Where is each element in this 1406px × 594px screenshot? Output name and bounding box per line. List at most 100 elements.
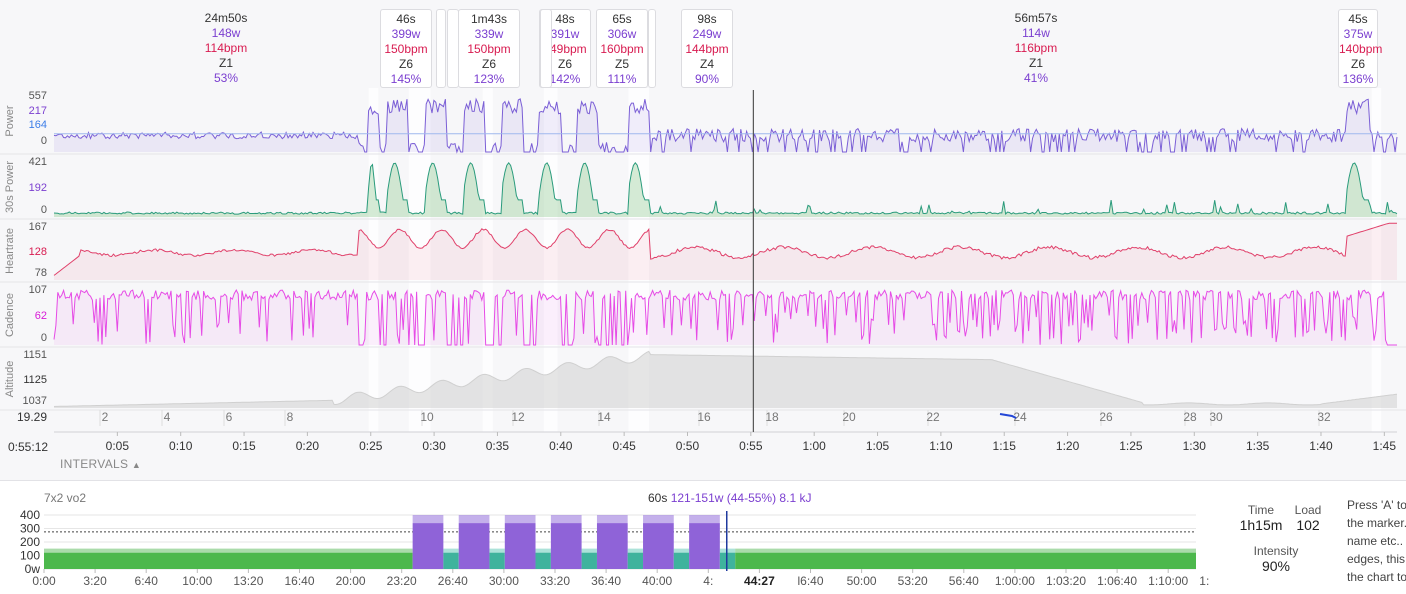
- distance-tick-label: 24: [1013, 410, 1027, 424]
- interval-watts: 339w: [474, 27, 504, 41]
- distance-tick-label: 32: [1317, 410, 1331, 424]
- workout-x-label: 3:20: [83, 574, 107, 588]
- workout-segment[interactable]: [489, 552, 505, 569]
- interval-summary[interactable]: 65s 306w 160bpm Z5 111%: [596, 9, 648, 88]
- track-hr[interactable]: Heartrate 167 128 78: [0, 221, 1406, 283]
- interval-marker[interactable]: [447, 9, 459, 88]
- time-axis: 0:05 0:10 0:15 0:20 0:25 0:30 0:35 0:40 0:45 0:50…: [54, 431, 1397, 453]
- time-tick-label: 0:45: [612, 439, 636, 453]
- intervals-toggle-button[interactable]: INTERVALS ▲: [60, 457, 141, 471]
- time-tick-label: 1:00: [803, 439, 827, 453]
- distance-tick-label: 22: [926, 410, 940, 424]
- workout-segment[interactable]: [550, 523, 582, 569]
- workout-segment-range[interactable]: [44, 548, 413, 553]
- time-tick-label: 0:40: [549, 439, 573, 453]
- interval-summary[interactable]: 45s 375w 140bpm Z6 136%: [1338, 9, 1382, 88]
- distance-tick-label: 12: [511, 410, 525, 424]
- workout-segment[interactable]: [443, 552, 459, 569]
- workout-segment[interactable]: [689, 523, 720, 569]
- interval-watts: 249w: [692, 27, 722, 41]
- workout-y-label: 0w: [25, 562, 41, 576]
- load-value: 102: [1296, 517, 1320, 533]
- activity-chart-panel[interactable]: 24m50s 148w 114bpm Z1 53% 46s 399w 150bpm Z6 145%…: [0, 0, 1406, 480]
- interval-highlight-band[interactable]: [543, 88, 558, 432]
- track-area: [54, 351, 1397, 408]
- workout-segment-range[interactable]: [719, 548, 736, 553]
- workout-segment[interactable]: [673, 552, 690, 569]
- workout-segment-range[interactable]: [458, 515, 490, 524]
- interval-summary[interactable]: 46s 399w 150bpm Z6 145%: [380, 9, 432, 88]
- interval-marker[interactable]: [436, 9, 446, 88]
- track-tick-label: 128: [29, 246, 47, 258]
- workout-segment[interactable]: [535, 552, 551, 569]
- interval-highlight-band[interactable]: [408, 88, 431, 432]
- step-duration: 60s: [648, 491, 668, 505]
- workout-segment[interactable]: [596, 523, 628, 569]
- interval-highlight-band[interactable]: [628, 88, 650, 432]
- track-altitude[interactable]: Altitude 1151 1125 1037: [0, 349, 1406, 411]
- workout-y-label: 100: [20, 549, 40, 563]
- workout-segment-range[interactable]: [581, 548, 597, 553]
- workout-x-label: 40:00: [642, 574, 672, 588]
- workout-segment[interactable]: [627, 552, 644, 569]
- workout-x-label: 23:20: [387, 574, 417, 588]
- interval-bpm: 160bpm: [600, 42, 644, 56]
- track-tick-label: 107: [29, 284, 47, 296]
- interval-summary[interactable]: 98s 249w 144bpm Z4 90%: [681, 9, 733, 88]
- workout-segment[interactable]: [643, 523, 674, 569]
- track-area: [54, 162, 1397, 217]
- interval-marker[interactable]: [540, 9, 552, 88]
- interval-marker[interactable]: [648, 9, 656, 88]
- interval-pct: 53%: [213, 71, 239, 85]
- workout-segment-range[interactable]: [673, 548, 690, 553]
- route-marker: [999, 413, 1017, 419]
- interval-highlight-band[interactable]: [482, 88, 493, 432]
- interval-pct: 111%: [607, 72, 637, 86]
- interval-summary[interactable]: 1m43s 339w 150bpm Z6 123%: [458, 9, 520, 88]
- time-tick-label: 1:15: [993, 439, 1017, 453]
- track-power[interactable]: Power 557 217 164 0: [0, 90, 1406, 155]
- time-tick-label: 0:35: [486, 439, 510, 453]
- workout-segment[interactable]: [581, 552, 597, 569]
- workout-segment-range[interactable]: [596, 515, 628, 524]
- interval-summary[interactable]: 56m57s 114w 116bpm Z1 41%: [1001, 9, 1071, 88]
- track-power30[interactable]: 30s Power 421 192 0: [0, 156, 1406, 220]
- workout-segment-range[interactable]: [504, 515, 536, 524]
- workout-x-label: 0:00: [32, 574, 56, 588]
- track-line: [53, 288, 1397, 346]
- workout-segment-range[interactable]: [550, 515, 582, 524]
- workout-segment-range[interactable]: [643, 515, 674, 524]
- help-line: the marker.: [1347, 516, 1406, 530]
- workout-segment-range[interactable]: [535, 548, 551, 553]
- track-label: Cadence: [4, 293, 16, 337]
- workout-segment-range[interactable]: [489, 548, 505, 553]
- workout-segment-range[interactable]: [735, 548, 1196, 553]
- interval-highlight-band[interactable]: [1371, 88, 1382, 432]
- interval-duration: 48s: [555, 12, 575, 26]
- distance-tick-label: 16: [697, 410, 711, 424]
- interval-watts: 375w: [1343, 27, 1373, 41]
- workout-segment[interactable]: [719, 552, 736, 569]
- workout-segment-range[interactable]: [627, 548, 644, 553]
- workout-segment[interactable]: [412, 523, 444, 569]
- help-line: Press 'A' to: [1347, 498, 1406, 512]
- workout-y-label: 400: [20, 508, 40, 522]
- interval-summary[interactable]: 24m50s 148w 114bpm Z1 53%: [191, 9, 261, 88]
- workout-segment-range[interactable]: [412, 515, 444, 524]
- interval-highlight-band[interactable]: [368, 88, 379, 432]
- workout-segment[interactable]: [504, 523, 536, 569]
- interval-watts: 114w: [1022, 26, 1050, 40]
- workout-x-label: 53:20: [898, 574, 928, 588]
- workout-segment[interactable]: [458, 523, 490, 569]
- workout-segment-range[interactable]: [689, 515, 720, 524]
- workout-segment[interactable]: [735, 552, 1196, 569]
- workout-segment[interactable]: [44, 552, 413, 569]
- interval-duration: 1m43s: [470, 12, 508, 26]
- workout-x-label: 1:00:00: [995, 574, 1035, 588]
- distance-tick-label: 2: [102, 410, 109, 424]
- workout-segment-range[interactable]: [443, 548, 459, 553]
- interval-zone: Z6: [398, 57, 413, 71]
- track-cadence[interactable]: Cadence 107 62 0: [0, 284, 1406, 348]
